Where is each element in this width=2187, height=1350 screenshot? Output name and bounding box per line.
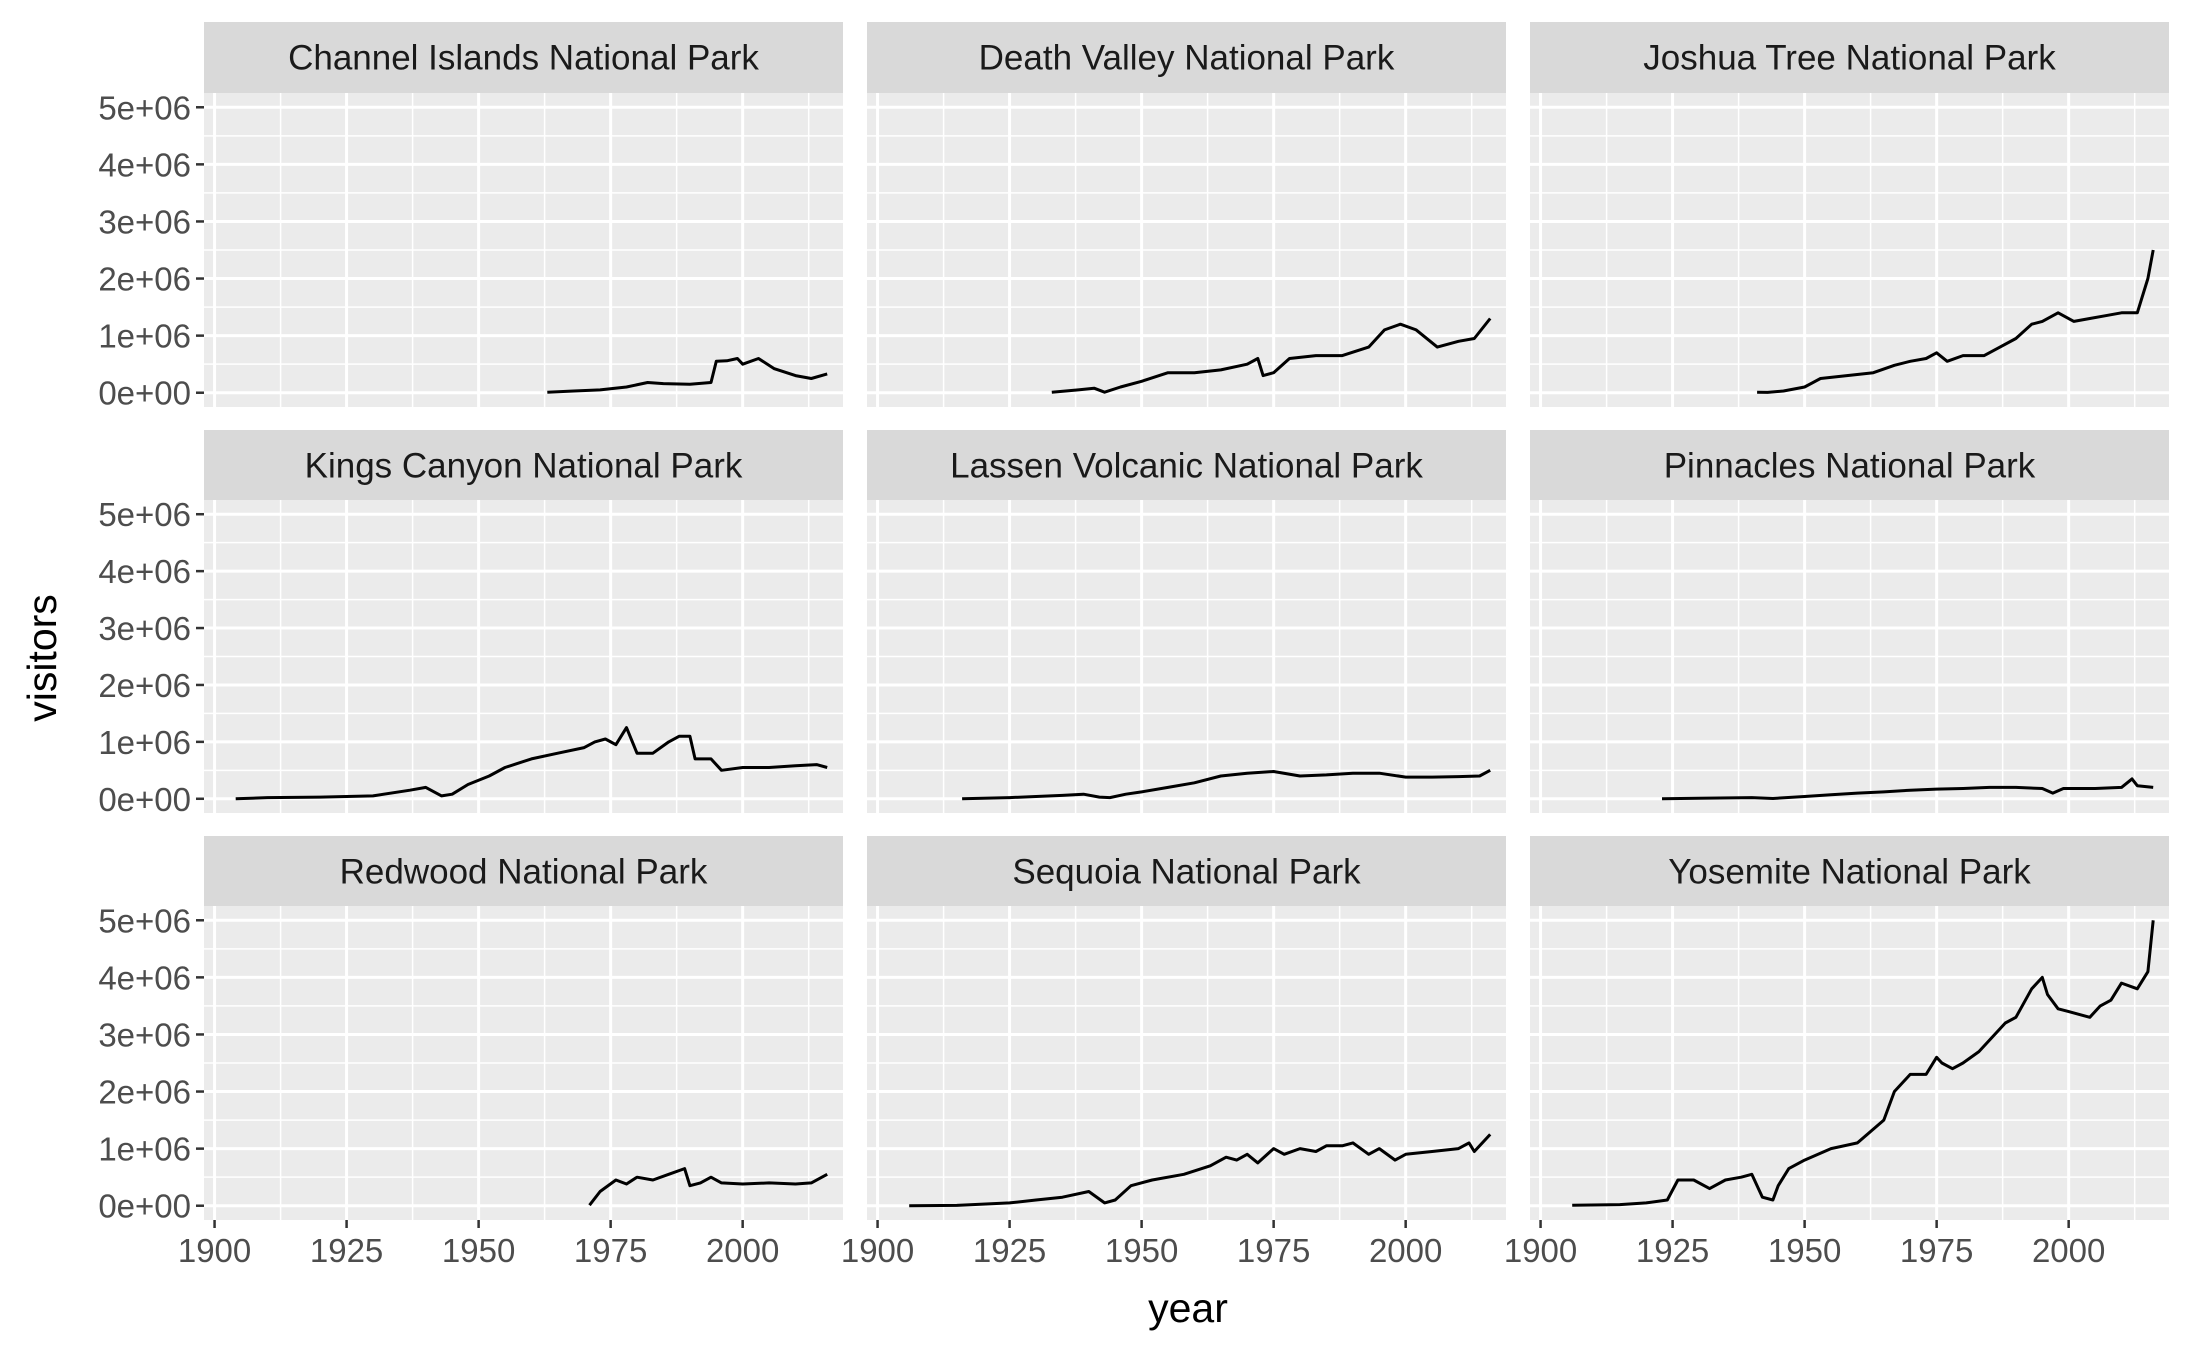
series-line <box>962 768 1491 801</box>
x-tick-label: 1950 <box>1768 1232 1841 1269</box>
y-tick-label: 4e+06 <box>98 146 191 183</box>
y-tick-label: 3e+06 <box>98 610 191 647</box>
facet-title: Channel Islands National Park <box>288 39 759 78</box>
facet-title: Redwood National Park <box>340 853 708 892</box>
facet-panel: Channel Islands National Park 0e+00 1e+06 2… <box>98 22 843 412</box>
y-tick-label: 5e+06 <box>98 902 191 939</box>
series-line <box>588 1167 828 1207</box>
x-tick-label: 1900 <box>178 1232 251 1269</box>
x-tick-label: 1950 <box>442 1232 515 1269</box>
facet-strip <box>204 22 843 93</box>
facet-strip <box>867 836 1506 907</box>
x-tick-label: 1925 <box>973 1232 1046 1269</box>
facet-strip <box>204 430 843 501</box>
x-tick-label: 1975 <box>1900 1232 1973 1269</box>
y-tick-label: 3e+06 <box>98 1016 191 1053</box>
facet-panel: Sequoia National Park 1900 1925 1950 1975 200… <box>841 836 1506 1269</box>
series-line <box>547 357 828 394</box>
facet-panel: Redwood National Park 0e+00 1e+06 2e+06 3e+0… <box>98 836 843 1269</box>
facet-strip <box>867 430 1506 501</box>
series-line <box>1757 249 2155 394</box>
x-tick-label: 2000 <box>1369 1232 1442 1269</box>
y-tick-label: 4e+06 <box>98 553 191 590</box>
facet-title: Sequoia National Park <box>1012 853 1361 892</box>
y-tick-label: 0e+00 <box>98 375 191 412</box>
facet-strip <box>204 836 843 907</box>
y-tick-label: 3e+06 <box>98 203 191 240</box>
x-tick-label: 1900 <box>841 1232 914 1269</box>
facet-title: Death Valley National Park <box>979 39 1395 78</box>
y-tick-label: 0e+00 <box>98 781 191 818</box>
facet-panel: Yosemite National Park 1900 1925 1950 1975 20… <box>1504 836 2169 1269</box>
series-line <box>909 1133 1492 1208</box>
y-tick-label: 4e+06 <box>98 959 191 996</box>
facet-panel: Pinnacles National Park <box>1530 430 2169 813</box>
x-tick-label: 1925 <box>1636 1232 1709 1269</box>
facet-strip <box>867 22 1506 93</box>
y-tick-label: 0e+00 <box>98 1188 191 1225</box>
facet-panel: Joshua Tree National Park <box>1530 22 2169 407</box>
y-tick-label: 2e+06 <box>98 261 191 298</box>
y-tick-label: 5e+06 <box>98 89 191 126</box>
facet-title: Joshua Tree National Park <box>1643 39 2056 78</box>
facet-title: Yosemite National Park <box>1668 853 2031 892</box>
facet-panel: Lassen Volcanic National Park <box>867 430 1506 813</box>
facet-panel: Death Valley National Park <box>867 22 1506 407</box>
y-tick-label: 2e+06 <box>98 1074 191 1111</box>
x-tick-label: 1950 <box>1105 1232 1178 1269</box>
facet-strip <box>1530 836 2169 907</box>
y-tick-label: 5e+06 <box>98 496 191 533</box>
x-tick-label: 1975 <box>574 1232 647 1269</box>
series-line <box>1572 920 2155 1207</box>
x-tick-label: 2000 <box>706 1232 779 1269</box>
series-line <box>1661 777 2154 801</box>
facet-panel: Kings Canyon National Park 0e+00 1e+06 2e+0… <box>98 430 843 818</box>
facet-title: Kings Canyon National Park <box>305 447 743 486</box>
y-tick-label: 1e+06 <box>98 318 191 355</box>
y-tick-label: 1e+06 <box>98 1131 191 1168</box>
facet-strip <box>1530 430 2169 501</box>
x-tick-label: 1900 <box>1504 1232 1577 1269</box>
panels-layer: Channel Islands National Park 0e+00 1e+06 2… <box>98 22 2169 1269</box>
x-axis-title: year <box>1148 1285 1228 1331</box>
facet-strip <box>1530 22 2169 93</box>
x-tick-label: 1975 <box>1237 1232 1310 1269</box>
x-tick-label: 2000 <box>2032 1232 2105 1269</box>
y-axis-title: visitors <box>19 594 65 722</box>
series-line <box>235 726 828 801</box>
series-line <box>1051 317 1492 394</box>
x-tick-label: 1925 <box>310 1232 383 1269</box>
y-tick-label: 1e+06 <box>98 724 191 761</box>
y-tick-label: 2e+06 <box>98 667 191 704</box>
facet-title: Pinnacles National Park <box>1664 447 2036 486</box>
facet-title: Lassen Volcanic National Park <box>950 447 1423 486</box>
